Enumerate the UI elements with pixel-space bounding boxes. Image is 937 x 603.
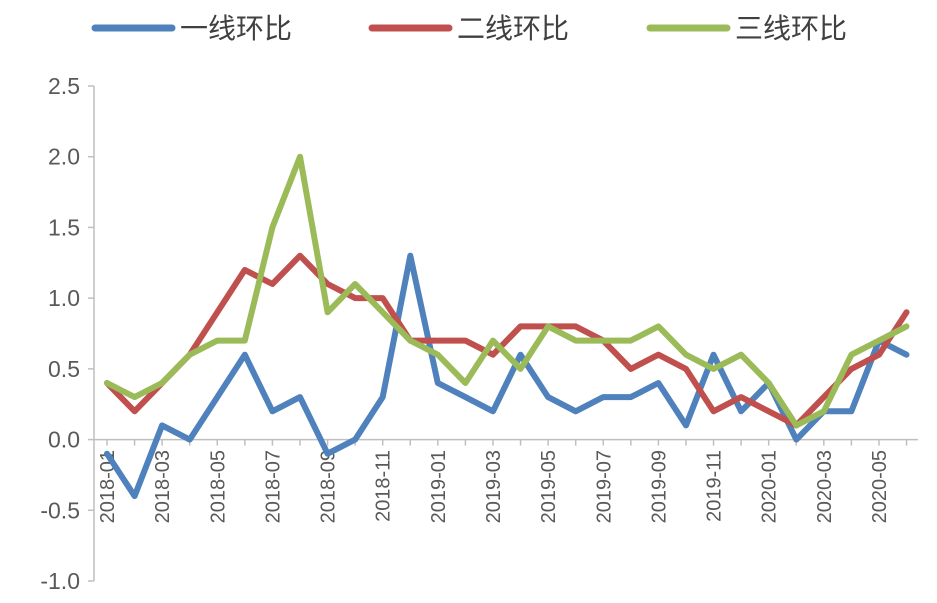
- x-tick-label: 2020-01: [759, 450, 781, 523]
- series-line-3: [104, 153, 910, 429]
- x-tick-label: 2018-03: [152, 450, 174, 523]
- series-layer: [104, 153, 910, 500]
- x-tick-label: 2019-03: [483, 450, 505, 523]
- x-tick-label: 2018-09: [318, 450, 340, 523]
- x-tick-label: 2020-03: [814, 450, 836, 523]
- legend-label-2: 二线环比: [457, 13, 569, 44]
- x-tick-label: 2018-01: [97, 450, 119, 523]
- x-tick-label: 2019-09: [648, 450, 670, 523]
- x-tick-label: 2018-07: [262, 450, 284, 523]
- legend-label-1: 一线环比: [180, 13, 292, 44]
- series-line-2: [104, 252, 910, 429]
- x-tick-label: 2019-07: [593, 450, 615, 523]
- y-tick-label: 0.0: [48, 427, 80, 453]
- legend-label-3: 三线环比: [735, 13, 847, 44]
- x-tick-label: 2018-05: [207, 450, 229, 523]
- y-tick-label: 1.0: [48, 285, 80, 311]
- x-tick-label: 2018-11: [373, 450, 395, 522]
- y-tick-label: 2.0: [48, 144, 80, 170]
- y-axis: 2.5 2.0 1.5 1.0 0.5 0.0 -0.5 -1.0: [40, 73, 95, 594]
- x-tick-label: 2020-05: [869, 450, 891, 523]
- x-tick-label: 2019-01: [428, 450, 450, 523]
- x-tick-label: 2019-05: [538, 450, 560, 523]
- x-tick-label: 2019-11: [704, 450, 726, 522]
- y-tick-label: 1.5: [48, 214, 80, 240]
- y-tick-label: 0.5: [48, 356, 80, 382]
- legend: 一线环比 二线环比 三线环比: [91, 13, 847, 44]
- y-tick-label: 2.5: [48, 73, 80, 99]
- x-axis: 2018-01 2018-03 2018-05 2018-07 2018-09 2018-…: [94, 438, 918, 523]
- y-tick-label: -1.0: [40, 568, 80, 594]
- y-tick-label: -0.5: [40, 497, 80, 523]
